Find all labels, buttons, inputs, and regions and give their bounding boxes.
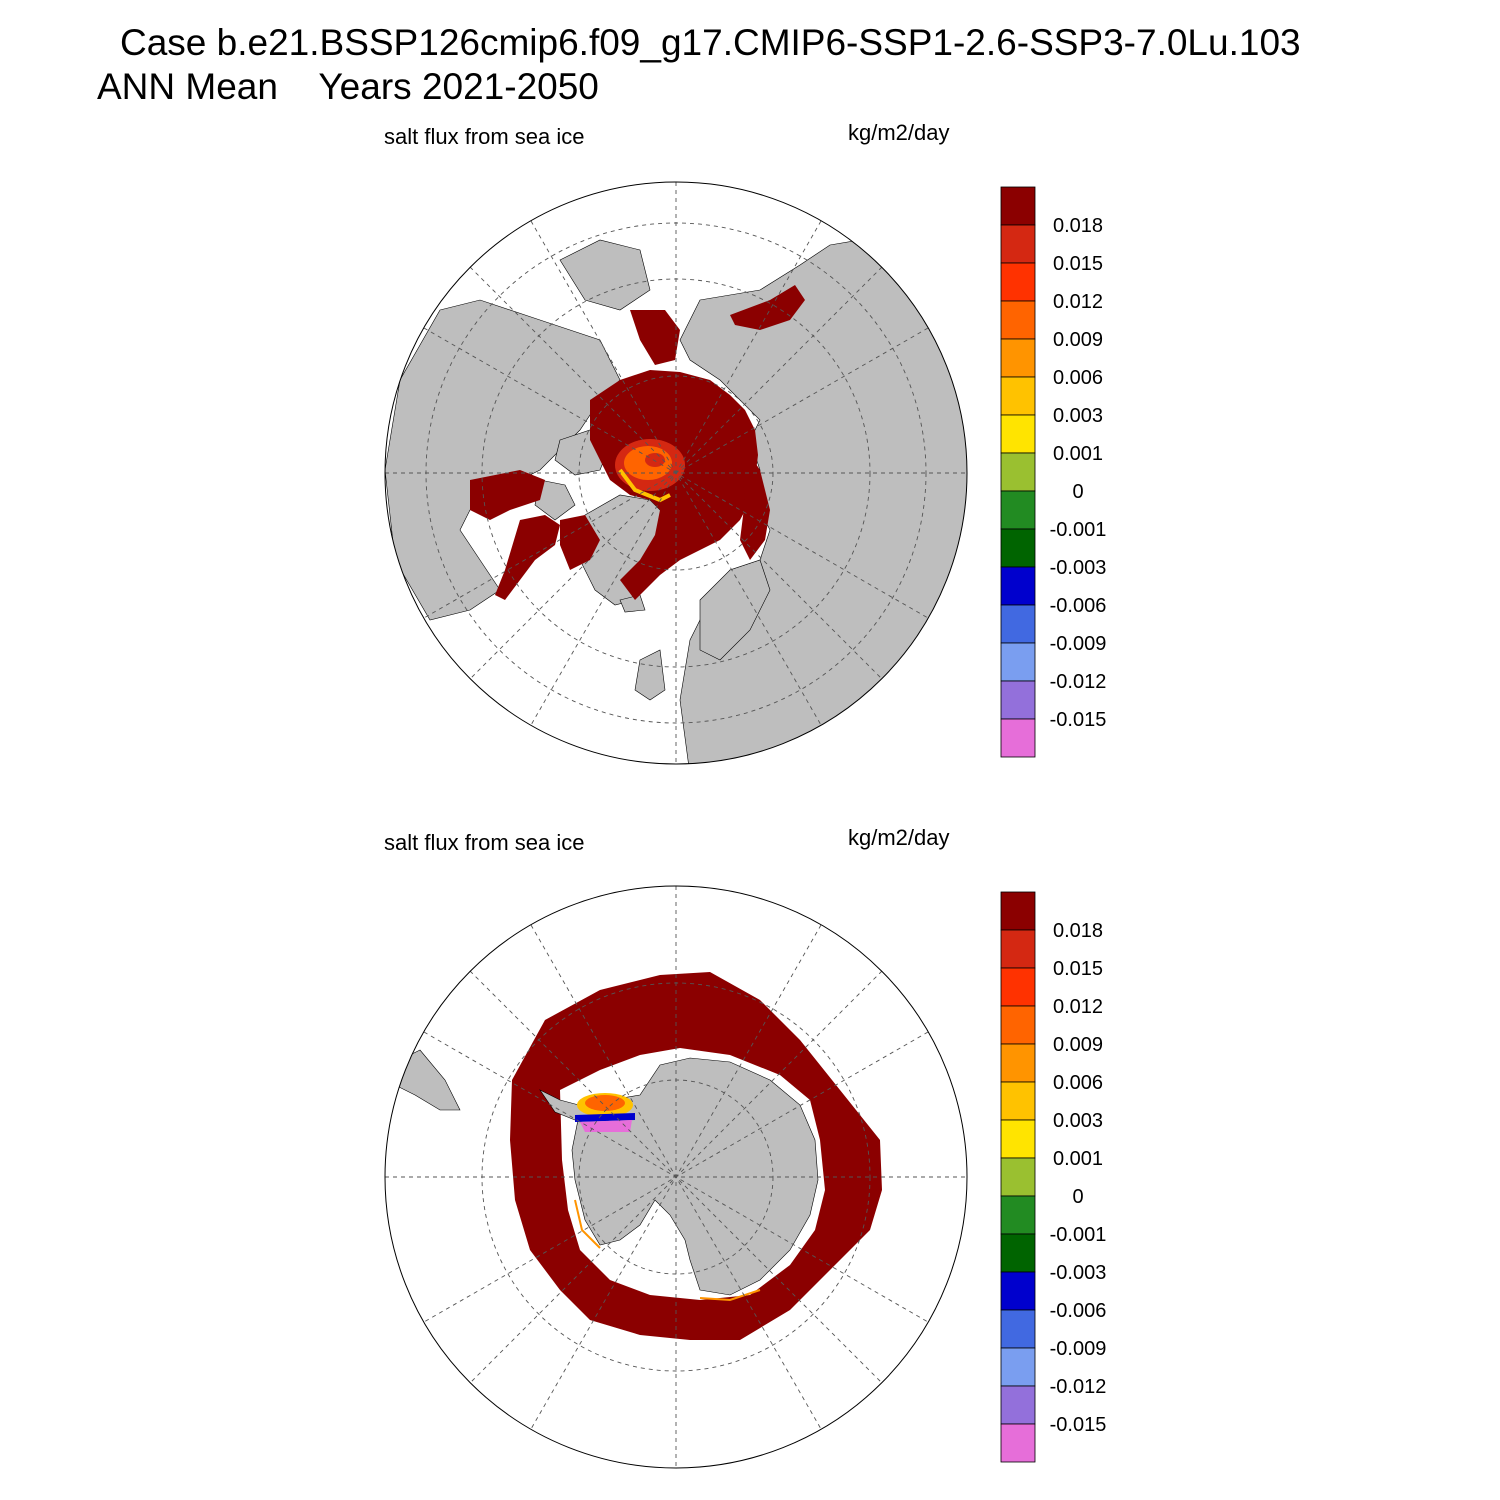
north-colorbar-tick-label: -0.001 [1050, 519, 1107, 541]
north-colorbar-swatch [1000, 528, 1036, 568]
south-colorbar-tick-label: 0.012 [1053, 996, 1103, 1018]
south-colorbar-swatch [1000, 1005, 1036, 1045]
figure-title-line-2: ANN Mean Years 2021-2050 [97, 66, 599, 107]
south-colorbar-tick-label: 0.018 [1053, 920, 1103, 942]
south-colorbar-tick-label: 0.006 [1053, 1072, 1103, 1094]
south-colorbar-swatch [1000, 1195, 1036, 1235]
south-colorbar-tick-label: 0.003 [1053, 1110, 1103, 1132]
south-flux-edge-bellingshausen [574, 1199, 601, 1249]
north-colorbar-tick-label: -0.003 [1050, 557, 1107, 579]
north-ice-baffin [560, 515, 600, 570]
north-polar-map [384, 181, 968, 765]
south-colorbar-swatch [1000, 1043, 1036, 1083]
south-colorbar-swatch [1000, 929, 1036, 969]
south-colorbar-swatch [1000, 1271, 1036, 1311]
south-panel-variable-label: salt flux from sea ice [384, 830, 585, 855]
north-colorbar-swatch [1000, 338, 1036, 378]
south-colorbar-swatch [1000, 1423, 1036, 1463]
south-colorbar-tick-label: 0.009 [1053, 1034, 1103, 1056]
south-colorbar-tick-label: -0.003 [1050, 1262, 1107, 1284]
north-colorbar-swatch [1000, 300, 1036, 340]
north-colorbar-swatch [1000, 414, 1036, 454]
south-colorbar-swatch [1000, 967, 1036, 1007]
south-colorbar-tick-label: -0.001 [1050, 1224, 1107, 1246]
south-colorbar-tick-label: -0.009 [1050, 1338, 1107, 1360]
north-colorbar-swatch [1000, 718, 1036, 758]
south-flux-edge-ross [699, 1289, 761, 1302]
figure-title-line-1: Case b.e21.BSSP126cmip6.f09_g17.CMIP6-SS… [120, 22, 1301, 63]
north-ice-labrador [495, 515, 560, 600]
north-colorbar: 0.018 0.015 0.012 0.009 0.006 0.003 0.001 0 -0.0… [1000, 186, 1107, 758]
north-colorbar-tick-label: 0.018 [1053, 215, 1103, 237]
south-colorbar-swatch [1000, 1119, 1036, 1159]
south-colorbar-tick-label: 0.015 [1053, 958, 1103, 980]
north-colorbar-swatch [1000, 262, 1036, 302]
north-colorbar-swatch [1000, 186, 1036, 226]
north-colorbar-swatch [1000, 376, 1036, 416]
north-sea-ice [470, 285, 805, 600]
south-colorbar-tick-label: -0.006 [1050, 1300, 1107, 1322]
south-colorbar-swatch [1000, 1347, 1036, 1387]
south-colorbar-swatch [1000, 891, 1036, 931]
south-panel-units-label: kg/m2/day [848, 825, 950, 850]
south-colorbar-swatch [1000, 1081, 1036, 1121]
south-colorbar-swatch [1000, 1157, 1036, 1197]
south-flux-weddell [575, 1093, 635, 1132]
north-colorbar-tick-label: -0.012 [1050, 671, 1107, 693]
north-colorbar-tick-label: 0.001 [1053, 443, 1103, 465]
south-graticule [385, 886, 967, 1468]
north-ice-okhotsk [730, 285, 805, 330]
north-colorbar-tick-label: -0.015 [1050, 709, 1107, 731]
south-colorbar: 0.018 0.015 0.012 0.009 0.006 0.003 0.001 0 -0.0… [1000, 891, 1107, 1463]
south-colorbar-tick-label: 0.001 [1053, 1148, 1103, 1170]
north-colorbar-swatch [1000, 566, 1036, 606]
north-colorbar-tick-label: -0.006 [1050, 595, 1107, 617]
north-colorbar-swatch [1000, 224, 1036, 264]
north-colorbar-tick-label: 0.006 [1053, 367, 1103, 389]
south-polar-map [384, 885, 968, 1469]
north-ice-kara [740, 440, 770, 560]
north-colorbar-tick-label: -0.009 [1050, 633, 1107, 655]
south-colorbar-swatch [1000, 1385, 1036, 1425]
north-colorbar-tick-label: 0.009 [1053, 329, 1103, 351]
south-colorbar-tick-label: -0.012 [1050, 1376, 1107, 1398]
north-colorbar-swatch [1000, 452, 1036, 492]
north-colorbar-tick-label: 0.003 [1053, 405, 1103, 427]
north-panel-units-label: kg/m2/day [848, 120, 950, 145]
north-map-border [384, 181, 968, 765]
south-colorbar-swatch [1000, 1309, 1036, 1349]
south-colorbar-swatch [1000, 1233, 1036, 1273]
north-colorbar-tick-label: 0.012 [1053, 291, 1103, 313]
north-flux-edge [618, 468, 671, 503]
north-colorbar-swatch [1000, 490, 1036, 530]
north-colorbar-swatch [1000, 680, 1036, 720]
north-colorbar-tick-label: 0 [1072, 481, 1083, 503]
south-colorbar-tick-label: 0 [1072, 1186, 1083, 1208]
north-ice-hudson [470, 470, 545, 520]
south-map-border [384, 885, 968, 1469]
north-colorbar-swatch [1000, 604, 1036, 644]
north-ice-central-arctic [590, 370, 758, 600]
south-colorbar-tick-label: -0.015 [1050, 1414, 1107, 1436]
north-colorbar-tick-label: 0.015 [1053, 253, 1103, 275]
north-panel-variable-label: salt flux from sea ice [384, 124, 585, 149]
north-graticule [385, 182, 967, 764]
north-colorbar-swatch [1000, 642, 1036, 682]
north-ice-bering [630, 310, 680, 365]
